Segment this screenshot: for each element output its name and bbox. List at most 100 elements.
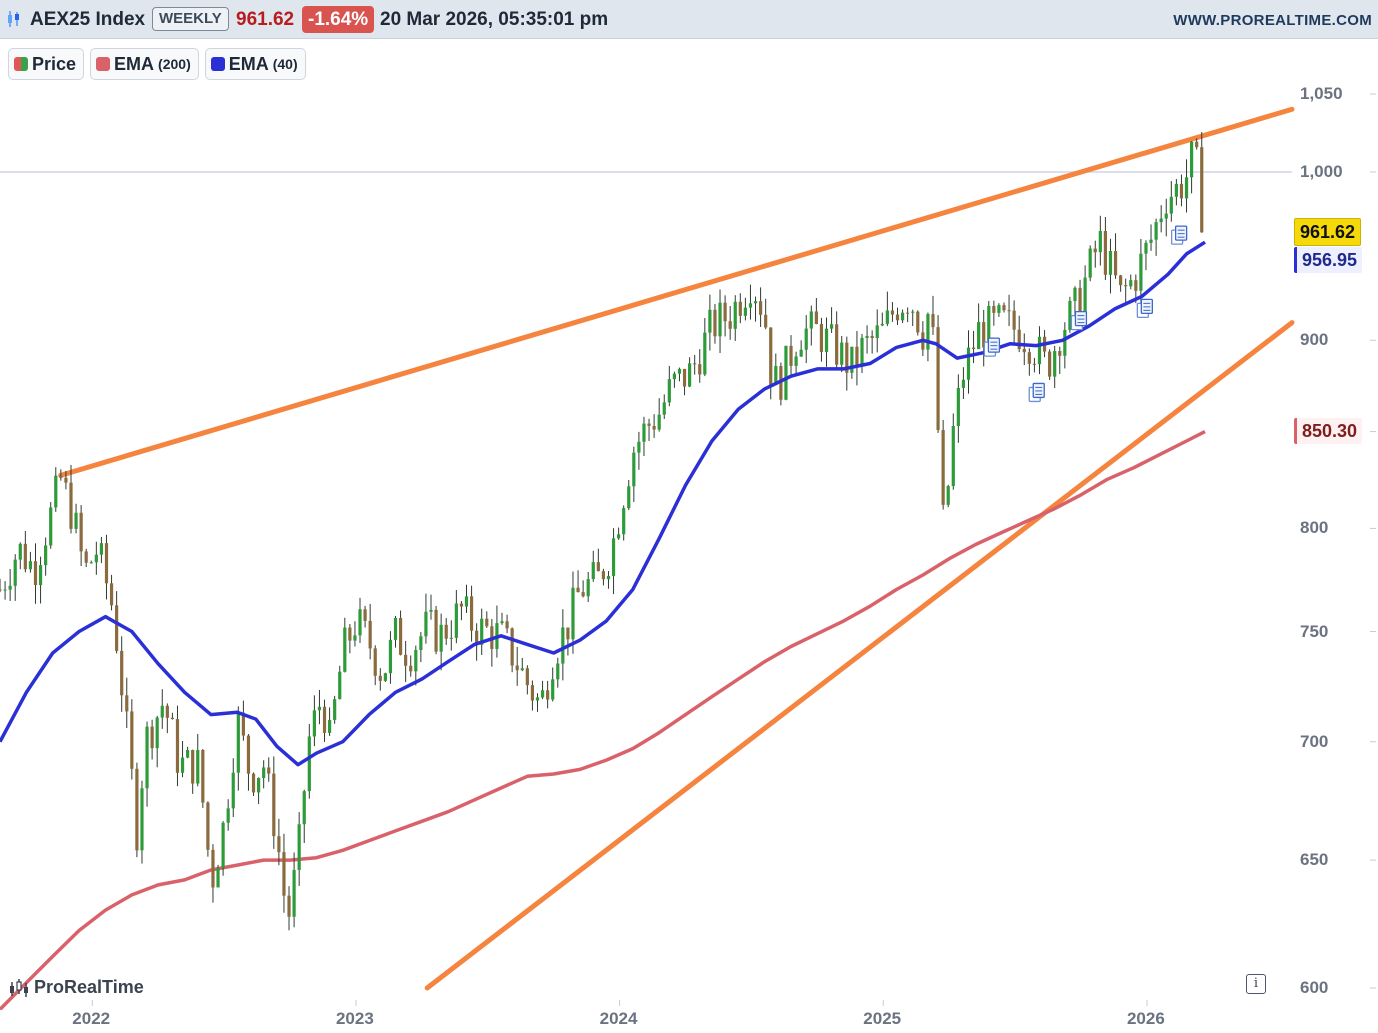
candle-body [738, 301, 742, 316]
candle-body [581, 592, 585, 597]
candle-body [1048, 351, 1052, 377]
candle-body [317, 706, 322, 711]
candle-body [186, 750, 190, 758]
candle-body [1088, 248, 1092, 278]
candle-body [500, 621, 504, 624]
candle-body [444, 624, 448, 639]
candle-body [753, 301, 758, 304]
candle-body [520, 668, 524, 671]
candle-body [388, 639, 393, 674]
candle-body [84, 551, 88, 563]
legend-ema40[interactable]: EMA (40) [204, 48, 306, 80]
candle-body [191, 750, 195, 784]
price-chart[interactable] [0, 38, 1378, 1010]
brand-name: ProRealTime [34, 977, 144, 997]
candle-body [28, 561, 33, 570]
candle-body [201, 750, 205, 803]
candle-body [33, 561, 38, 586]
candle-body [596, 562, 600, 572]
legend-price[interactable]: Price [8, 48, 85, 80]
candle-body [150, 726, 154, 749]
news-marker-icon [1070, 310, 1088, 331]
legend-ema200[interactable]: EMA (200) [90, 48, 199, 80]
candle-body [971, 347, 976, 350]
candle-body [383, 673, 387, 681]
instrument-name[interactable]: AEX25 Index [30, 9, 146, 30]
candle-body [870, 335, 874, 339]
y-tick-label: 650 [1300, 850, 1329, 870]
candle-body [1103, 230, 1108, 275]
candle-body [900, 312, 905, 321]
candle-body [353, 635, 357, 641]
candle-body [748, 303, 753, 308]
candle-body [287, 895, 291, 917]
candle-body [1164, 213, 1168, 219]
change-badge: -1.64% [302, 6, 375, 33]
candle-body [657, 414, 661, 430]
candle-body [434, 609, 438, 652]
candle-body [155, 717, 159, 749]
candle-body [1169, 196, 1173, 214]
candle-body [358, 609, 362, 636]
candle-body [1032, 363, 1037, 365]
candle-body [1002, 305, 1006, 311]
candle-body [693, 363, 697, 365]
candle-body [819, 324, 824, 352]
candle-body [546, 690, 550, 700]
candle-body [951, 425, 955, 486]
candle-body [1113, 251, 1118, 276]
ema40-value-tag: 956.95 [1294, 247, 1363, 274]
candle-body [1053, 351, 1057, 377]
candle-body [556, 663, 560, 680]
ema200-value-tag: 850.30 [1294, 418, 1363, 444]
candle-body [617, 534, 621, 539]
y-tick-label: 750 [1300, 621, 1329, 641]
candle-body [703, 332, 707, 375]
site-url[interactable]: WWW.PROREALTIME.COM [1173, 12, 1372, 29]
candle-body [916, 311, 920, 333]
candle-body [566, 627, 570, 640]
legend-ema40-param: (40) [272, 56, 298, 72]
candle-body [449, 637, 453, 639]
ema40-line [0, 240, 1206, 767]
candle-body [1190, 141, 1194, 178]
candle-body [429, 609, 433, 612]
candle-body [525, 668, 529, 686]
y-tick-label: 800 [1300, 518, 1329, 538]
candle-body [1058, 351, 1062, 356]
candle-body [1129, 280, 1133, 287]
candle-body [1073, 287, 1077, 301]
candle-body [840, 342, 844, 365]
candle-body [966, 347, 971, 380]
candle-body [987, 306, 991, 348]
candle-body [1149, 239, 1153, 243]
info-icon[interactable]: i [1246, 974, 1266, 994]
candle-body [262, 767, 266, 778]
candle-body [530, 685, 535, 701]
candle-body [769, 327, 773, 385]
candle-body [1124, 285, 1128, 287]
candle-body [231, 772, 235, 809]
y-tick-label: 900 [1300, 330, 1329, 350]
news-marker-icon [1028, 382, 1045, 403]
candle-body [419, 636, 423, 650]
candle-body [997, 305, 1001, 313]
candle-body [835, 324, 839, 365]
candle-body [3, 589, 7, 591]
candle-body [338, 671, 342, 700]
news-marker-icon [1136, 298, 1153, 319]
candle-body [890, 310, 895, 315]
candle-body [622, 508, 626, 535]
candle-body [814, 311, 818, 325]
candle-body [632, 452, 636, 487]
candle-body [180, 757, 185, 773]
brand-logo: ProRealTime [8, 977, 144, 998]
candle-body [982, 322, 986, 348]
candle-body [120, 650, 124, 696]
candle-body [961, 379, 966, 388]
candle-body [327, 719, 332, 733]
timeframe-button[interactable]: WEEKLY [152, 7, 229, 31]
candle-body [44, 545, 48, 566]
candle-body [728, 321, 732, 329]
candle-body [1012, 310, 1016, 330]
